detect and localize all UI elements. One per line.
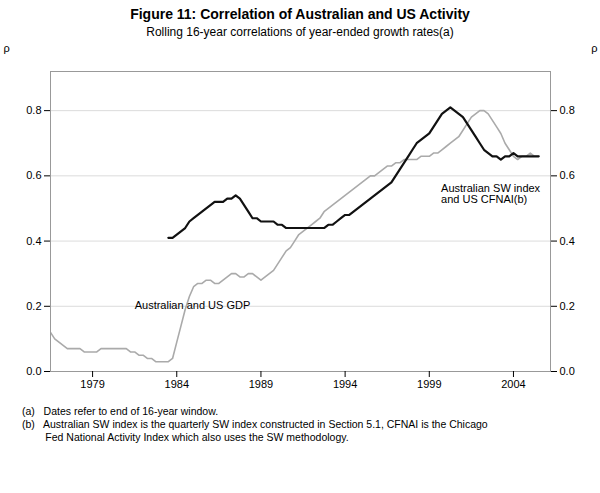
svg-text:1994: 1994 [333, 378, 357, 390]
html-text:Figure 11: Correlation of Aust: Figure 11: Correlation of Australian and… [130, 6, 470, 22]
svg-text:0.0: 0.0 [26, 365, 41, 377]
svg-text:0.2: 0.2 [560, 300, 575, 312]
svg-text:0.8: 0.8 [26, 104, 41, 116]
svg-text:0.8: 0.8 [560, 104, 575, 116]
svg-text:0.4: 0.4 [560, 235, 575, 247]
svg-text:Australian SW indexand US CFNA: Australian SW indexand US CFNAI(b) [441, 182, 541, 205]
svg-text:ρ: ρ [4, 42, 10, 54]
svg-text:0.6: 0.6 [560, 169, 575, 181]
svg-text:ρ: ρ [591, 42, 597, 54]
svg-text:0.4: 0.4 [26, 235, 41, 247]
svg-text:0.0: 0.0 [560, 365, 575, 377]
html-text:(a) Dates refer to end of 16-y: (a) Dates refer to end of 16-year window… [22, 405, 219, 417]
svg-text:0.2: 0.2 [26, 300, 41, 312]
svg-text:1989: 1989 [249, 378, 273, 390]
svg-text:1979: 1979 [80, 378, 104, 390]
svg-text:1984: 1984 [165, 378, 189, 390]
svg-text:Australian and US GDP: Australian and US GDP [135, 299, 251, 311]
svg-text:0.6: 0.6 [26, 169, 41, 181]
svg-text:2004: 2004 [501, 378, 525, 390]
svg-text:1999: 1999 [417, 378, 441, 390]
html-text:(b) Australian SW index is the: (b) Australian SW index is the quarterly… [22, 418, 488, 443]
html-text:Rolling 16-year correlations o: Rolling 16-year correlations of year-end… [146, 25, 454, 39]
